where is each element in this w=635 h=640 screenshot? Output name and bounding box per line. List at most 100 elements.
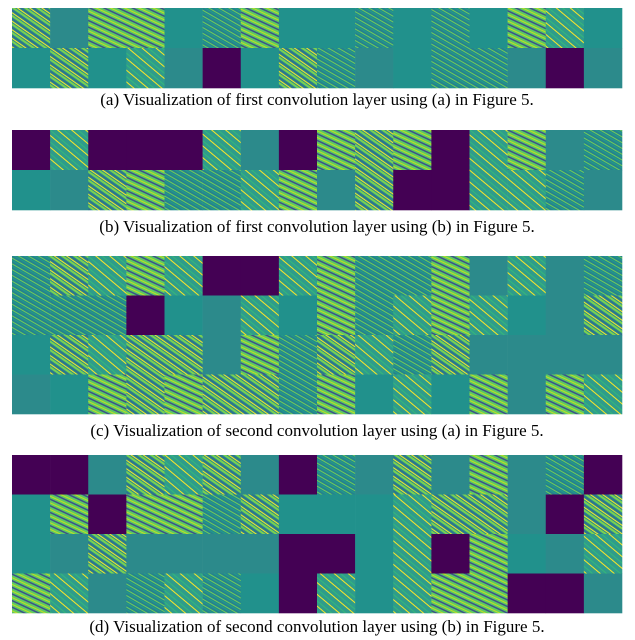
feature-map-tile (279, 256, 317, 296)
feature-map-tile (279, 534, 317, 574)
feature-map-tile (470, 8, 508, 48)
feature-map-tile (241, 256, 279, 296)
feature-map-tile (50, 48, 88, 88)
feature-map-tile (393, 375, 431, 415)
feature-map-tile (584, 256, 622, 296)
feature-map-tile (584, 375, 622, 415)
feature-map-tile (355, 130, 393, 170)
feature-map-tile (88, 296, 126, 336)
feature-map-tile (165, 335, 203, 375)
feature-map-tile (546, 170, 584, 210)
feature-map-tile (126, 170, 164, 210)
feature-map-tile (546, 130, 584, 170)
feature-map-tile (279, 335, 317, 375)
feature-map-tile (241, 375, 279, 415)
feature-map-tile (317, 256, 355, 296)
feature-map-tile (546, 574, 584, 614)
feature-map-tile (126, 8, 164, 48)
feature-map-tile (584, 170, 622, 210)
feature-map-tile (470, 296, 508, 336)
feature-map-tile (203, 48, 241, 88)
feature-map-tile (126, 375, 164, 415)
feature-map-tile (508, 130, 546, 170)
feature-map-tile (165, 296, 203, 336)
feature-map-tile (203, 335, 241, 375)
feature-map-tile (546, 335, 584, 375)
feature-map-tile (508, 495, 546, 535)
feature-map-tile (431, 170, 469, 210)
feature-map-tile (88, 130, 126, 170)
feature-map-tile (546, 256, 584, 296)
caption: (a) Visualization of first convolution l… (100, 90, 533, 109)
feature-map-tile (584, 8, 622, 48)
feature-map-tile (88, 256, 126, 296)
feature-map-tile (241, 335, 279, 375)
feature-map-tile (165, 170, 203, 210)
feature-map-tile (317, 534, 355, 574)
feature-map-tile (355, 170, 393, 210)
feature-map-tile (393, 574, 431, 614)
feature-map-tile (50, 495, 88, 535)
feature-map-tile (431, 130, 469, 170)
feature-map-tile (431, 574, 469, 614)
feature-map-tile (203, 170, 241, 210)
feature-map-tile (50, 574, 88, 614)
feature-map-tile (355, 534, 393, 574)
feature-map-tile (165, 534, 203, 574)
page: (a) Visualization of first convolution l… (0, 0, 635, 640)
feature-map-tile (584, 495, 622, 535)
feature-map-tile (470, 130, 508, 170)
feature-map-tile (393, 8, 431, 48)
feature-map-tile (508, 335, 546, 375)
feature-map-tile (470, 375, 508, 415)
feature-map-tile (393, 130, 431, 170)
feature-map-tile (584, 296, 622, 336)
caption: (d) Visualization of second convolution … (89, 617, 544, 636)
feature-map-tile (584, 534, 622, 574)
feature-map-tile (126, 534, 164, 574)
feature-map-tile (431, 296, 469, 336)
feature-map-tile (241, 495, 279, 535)
feature-map-tile (12, 8, 50, 48)
feature-map-tile (88, 170, 126, 210)
feature-map-tile (203, 375, 241, 415)
feature-map-tile (279, 130, 317, 170)
feature-map-tile (203, 534, 241, 574)
feature-map-tile (508, 170, 546, 210)
feature-map-tile (203, 130, 241, 170)
feature-map-tile (50, 296, 88, 336)
feature-map-tile (12, 130, 50, 170)
feature-map-tile (393, 48, 431, 88)
feature-map-tile (546, 534, 584, 574)
caption: (b) Visualization of first convolution l… (99, 217, 534, 236)
feature-map-tile (470, 170, 508, 210)
feature-map-tile (50, 375, 88, 415)
feature-map-tile (393, 170, 431, 210)
feature-map-tile (165, 130, 203, 170)
feature-map-tile (470, 455, 508, 495)
feature-map-tile (241, 534, 279, 574)
figure: (a) Visualization of first convolution l… (0, 0, 635, 640)
feature-map-tile (203, 256, 241, 296)
feature-map-tile (508, 296, 546, 336)
feature-map-tile (203, 8, 241, 48)
feature-map-tile (50, 8, 88, 48)
feature-map-tile (279, 296, 317, 336)
feature-map-tile (546, 48, 584, 88)
feature-map-tile (50, 130, 88, 170)
feature-map-tile (355, 256, 393, 296)
feature-map-tile (470, 574, 508, 614)
feature-map-tile (393, 495, 431, 535)
feature-map-tile (165, 48, 203, 88)
feature-map-tile (508, 256, 546, 296)
feature-map-tile (355, 495, 393, 535)
feature-map-tile (12, 495, 50, 535)
feature-map-tile (126, 296, 164, 336)
feature-map-tile (317, 8, 355, 48)
feature-map-tile (546, 455, 584, 495)
feature-map-tile (317, 296, 355, 336)
feature-map-tile (393, 296, 431, 336)
feature-map-tile (12, 256, 50, 296)
feature-map-tile (279, 48, 317, 88)
feature-map-tile (355, 335, 393, 375)
